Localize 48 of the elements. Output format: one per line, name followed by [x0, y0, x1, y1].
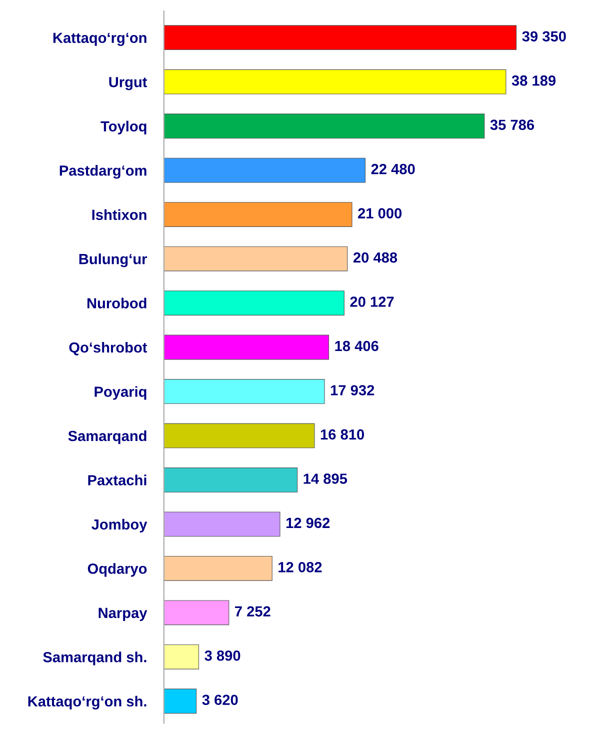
bar	[164, 423, 315, 448]
bar	[164, 69, 506, 94]
y-tick-label: Kattaqo‘rg‘on	[53, 32, 146, 46]
data-label: 35 786	[490, 120, 534, 130]
y-tick-label: Oqdaryo	[88, 563, 147, 577]
y-tick-label: Narpay	[98, 608, 148, 621]
data-label: 7 252	[235, 606, 270, 617]
data-label: 14 895	[304, 474, 348, 484]
bar	[164, 158, 366, 183]
y-tick-label: Bulung‘ur	[79, 253, 148, 268]
data-label: 21 000	[358, 208, 402, 218]
y-tick-label: Kattaqo‘rg‘on sh.	[28, 696, 146, 710]
y-tick-label: Jomboy	[92, 518, 148, 532]
y-tick-label: Urgut	[109, 77, 148, 90]
bar	[164, 334, 330, 360]
data-label: 20 127	[350, 296, 394, 307]
bar	[164, 556, 272, 581]
y-tick-label: Ishtixon	[92, 209, 146, 220]
data-label: 38 189	[512, 75, 556, 86]
data-label: 17 932	[330, 385, 374, 396]
bar	[164, 468, 298, 492]
bar	[164, 25, 517, 50]
bar	[164, 246, 348, 272]
bar	[164, 600, 230, 626]
bar	[164, 688, 197, 714]
data-label: 20 488	[353, 252, 398, 263]
y-tick-label: Poyariq	[94, 386, 146, 400]
bar	[164, 202, 352, 227]
data-label: 12 082	[278, 562, 322, 572]
y-tick-label: Paxtachi	[88, 474, 146, 486]
data-label: 39 350	[522, 31, 566, 42]
y-tick-label: Toyloq	[100, 120, 146, 134]
y-tick-label: Pastdarg‘om	[60, 165, 146, 179]
data-label: 18 406	[335, 340, 378, 352]
bar	[164, 379, 325, 404]
data-label: 3 890	[204, 650, 240, 661]
y-tick-label: Qo‘shrobot	[69, 342, 148, 356]
data-label: 3 620	[202, 694, 238, 706]
bar	[164, 114, 485, 139]
data-label: 12 962	[286, 518, 330, 528]
y-tick-label: Nurobod	[87, 298, 146, 308]
y-tick-label: Samarqand sh.	[43, 652, 146, 666]
y-tick-label: Samarqand	[68, 430, 146, 444]
bar	[164, 644, 200, 670]
data-label: 16 810	[320, 429, 364, 440]
bar	[164, 512, 280, 537]
bar	[164, 290, 344, 316]
data-label: 22 480	[371, 164, 415, 174]
